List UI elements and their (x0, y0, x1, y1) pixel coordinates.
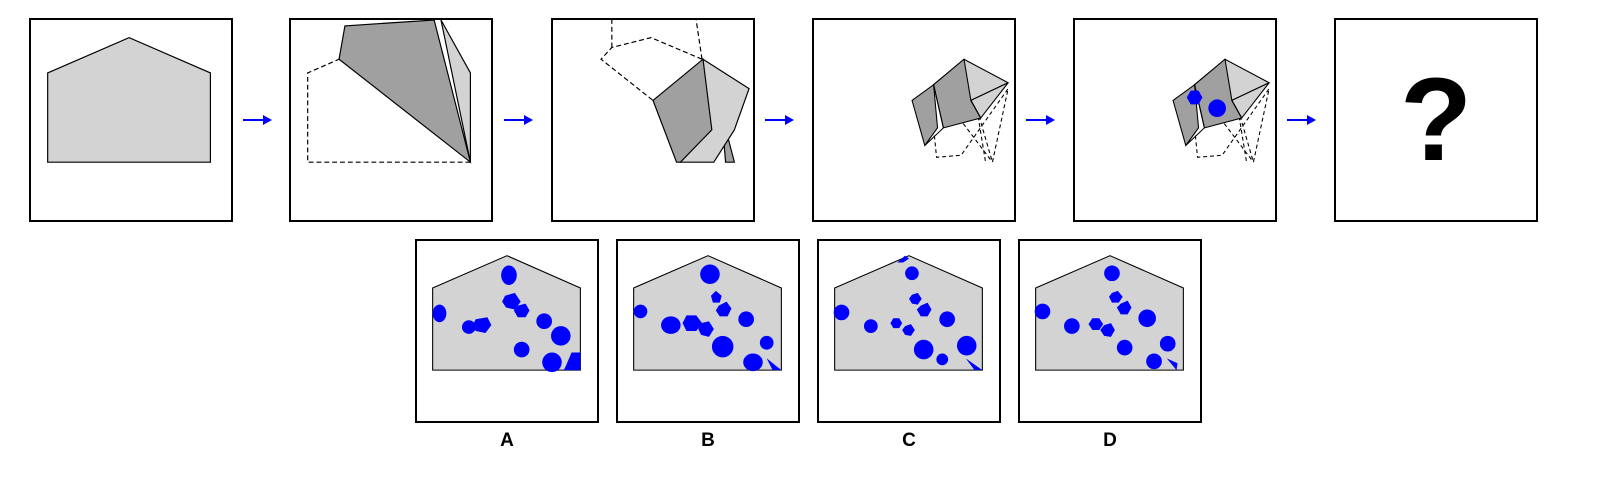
lower-left-layer (911, 83, 939, 147)
paper-pentagon (47, 37, 211, 163)
paper-pentagon (633, 255, 782, 371)
step-1-panel (29, 18, 233, 222)
fold-line (924, 84, 945, 146)
holes (633, 264, 782, 372)
previous-outline-dashed-2 (695, 20, 703, 60)
option-a-label: A (500, 430, 514, 451)
step-3-figure (600, 20, 750, 163)
step-3-panel (551, 18, 755, 222)
option-d-panel[interactable] (1018, 239, 1202, 423)
option-b-label: B (701, 430, 715, 451)
fold-line-2 (1231, 100, 1243, 119)
question-panel: ? (1334, 18, 1538, 222)
step-4-panel (812, 18, 1016, 222)
step-4-figure (911, 58, 1010, 163)
option-c-figure (833, 255, 983, 371)
holes (432, 265, 581, 373)
paper-pentagon (834, 255, 983, 371)
option-a-panel[interactable] (415, 239, 599, 423)
arrow-right-icon (1287, 115, 1316, 125)
dashed-folds-2 (1219, 117, 1254, 163)
circle-hole (1208, 99, 1226, 118)
step-5-panel (1073, 18, 1277, 222)
fold-line-2 (970, 100, 982, 119)
option-d-label: D (1103, 430, 1117, 451)
arrow-right-icon (504, 115, 533, 125)
hexagon-hole (1186, 90, 1203, 105)
back-layer (440, 20, 471, 163)
dashed-folds-2 (958, 117, 993, 163)
dashed-folds (1192, 88, 1270, 163)
option-d-figure (1034, 255, 1184, 371)
holes (1034, 265, 1178, 371)
dashed-folds (931, 88, 1009, 163)
holes (833, 255, 983, 371)
option-a-figure (432, 255, 581, 373)
step-1-figure (47, 37, 211, 163)
folded-flap (338, 20, 472, 164)
arrow-right-icon (243, 115, 272, 125)
step-2-figure (307, 20, 472, 164)
option-b-panel[interactable] (616, 239, 800, 423)
step-5-figure (1172, 58, 1271, 163)
paper-pentagon (432, 255, 581, 371)
option-b-figure (633, 255, 782, 372)
question-mark: ? (1399, 54, 1473, 186)
option-c-label: C (902, 430, 916, 451)
original-outline-dashed (307, 58, 471, 163)
dark-layer (652, 58, 713, 163)
option-c-panel[interactable] (817, 239, 1001, 423)
arrow-right-icon (1026, 115, 1055, 125)
step-2-panel (289, 18, 493, 222)
arrow-right-icon (765, 115, 794, 125)
paper-pentagon (1035, 255, 1184, 371)
